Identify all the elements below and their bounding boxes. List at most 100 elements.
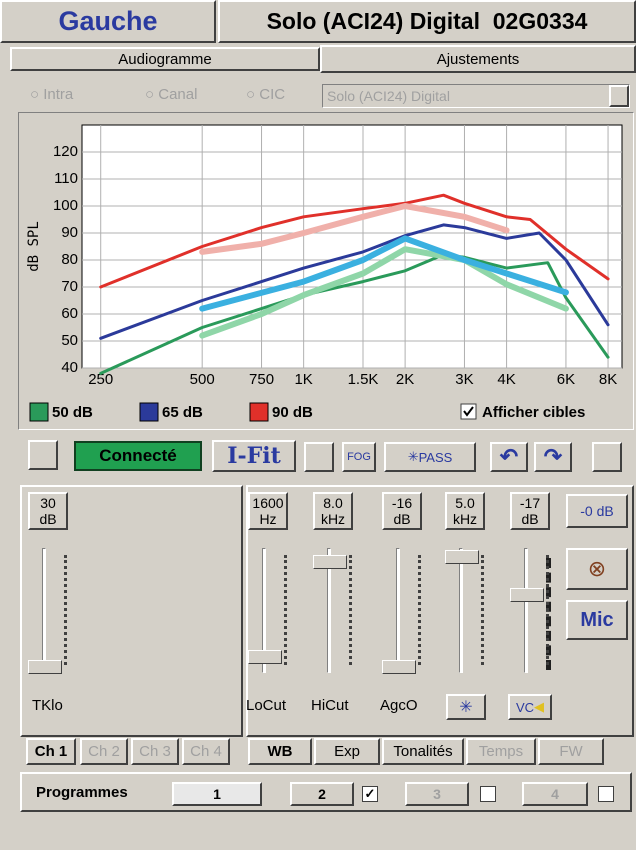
exp-button[interactable] [592, 442, 622, 472]
program-button[interactable]: 2 [290, 782, 354, 806]
y-axis-label: dB SPL [26, 221, 42, 272]
value-box: 30 dB [28, 492, 68, 530]
program-button[interactable]: 3 [405, 782, 469, 806]
group-tab-active[interactable]: WB [248, 738, 312, 765]
slider-ticks [349, 555, 352, 665]
group-tab[interactable]: Exp [314, 738, 380, 765]
pass-button[interactable]: ✳ PASS [384, 442, 476, 472]
slider-ticks [546, 555, 549, 665]
target-line [199, 235, 569, 312]
value-box: 1600 Hz [248, 492, 288, 530]
value: 1600 [252, 495, 284, 511]
y-tick-label: 110 [54, 170, 78, 187]
channel-tab[interactable]: Ch 3 [131, 738, 179, 765]
value: -17 [519, 495, 541, 511]
group-tab[interactable]: Tonalités [382, 738, 464, 765]
legend-label: 50 dB [52, 404, 93, 421]
status-button[interactable]: Connecté [74, 441, 202, 471]
slider-label: TKlo [32, 697, 63, 714]
unit: dB [521, 511, 539, 527]
target-line [199, 203, 510, 255]
redo-button[interactable]: ↷ [534, 442, 572, 472]
legend-label: 90 dB [272, 404, 313, 421]
program-button[interactable]: 4 [522, 782, 588, 806]
unit: dB [39, 511, 57, 527]
x-tick-label: 1K [294, 371, 312, 388]
group-tab[interactable]: Temps [466, 738, 536, 765]
tab-active[interactable]: Ajustements [320, 45, 636, 73]
slider-ticks [418, 555, 421, 665]
group-tab[interactable]: FW [538, 738, 604, 765]
vc-button[interactable]: VC ◀ [508, 694, 552, 720]
model-select[interactable]: Solo (ACI24) Digital [322, 84, 630, 108]
slider-track [42, 548, 46, 673]
checkmark [463, 406, 474, 417]
slider-track [262, 548, 266, 673]
legend-label: 65 dB [162, 404, 203, 421]
slider-thumb[interactable] [28, 660, 62, 674]
mute-button[interactable] [28, 440, 58, 470]
unit: kHz [452, 511, 478, 527]
radio-label: Canal [158, 86, 198, 103]
legend-toggle-label: Afficher cibles [482, 404, 585, 421]
channel-tab[interactable]: Ch 2 [80, 738, 128, 765]
slider-thumb[interactable] [313, 555, 347, 569]
program-button[interactable]: 1 [172, 782, 262, 806]
pass-label: PASS [418, 449, 453, 465]
slider-ticks [284, 555, 287, 665]
dropdown-button[interactable] [609, 85, 629, 107]
x-tick-label: 250 [88, 371, 113, 388]
vc-label: VC [515, 699, 535, 715]
x-tick-label: 6K [557, 371, 575, 388]
program-checkbox[interactable] [598, 786, 614, 802]
fog-button[interactable]: FOG [342, 442, 376, 472]
legend-swatch [249, 402, 269, 422]
slider-track [396, 548, 400, 673]
response-line [99, 223, 610, 340]
y-tick-label: 60 [61, 305, 78, 322]
radio[interactable]: ○ Intra [30, 86, 74, 103]
slider-thumb[interactable] [510, 588, 544, 602]
slider-track [524, 548, 528, 673]
copy-button[interactable] [304, 442, 334, 472]
slider-label: AgcO [380, 697, 418, 714]
mic-button[interactable]: Mic [566, 600, 628, 640]
program-checkbox[interactable] [480, 786, 496, 802]
radio-label: Intra [43, 86, 74, 103]
radio[interactable]: ○ CIC [246, 86, 286, 103]
value-box: -16 dB [382, 492, 422, 530]
value-box: 5.0 kHz [445, 492, 485, 530]
channel-tab-active[interactable]: Ch 1 [26, 738, 76, 765]
legend-toggle[interactable]: Afficher cibles [460, 403, 585, 421]
slider-thumb[interactable] [445, 550, 479, 564]
tab[interactable]: Audiogramme [10, 47, 320, 71]
x-tick-label: 3K [455, 371, 473, 388]
y-tick-label: 40 [61, 359, 78, 376]
legend-swatch [139, 402, 159, 422]
device-title: Solo (ACI24) Digital 02G0334 [218, 0, 636, 43]
y-tick-label: 80 [61, 251, 78, 268]
slider-thumb[interactable] [248, 650, 282, 664]
unit: dB [393, 511, 411, 527]
tone-button[interactable]: ⊗ [566, 548, 628, 590]
effect-button[interactable]: ✳ [446, 694, 486, 720]
y-tick-label: 50 [61, 332, 78, 349]
slider-thumb[interactable] [382, 660, 416, 674]
response-line [99, 253, 610, 375]
radio-label: CIC [259, 86, 286, 103]
value: 8.0 [323, 495, 343, 511]
undo-button[interactable]: ↶ [490, 442, 528, 472]
ifit-button[interactable]: I-Fit [212, 440, 296, 472]
program-checkbox[interactable]: ✓ [362, 786, 378, 802]
slider-label: HiCut [311, 697, 349, 714]
radio[interactable]: ○ Canal [145, 86, 198, 103]
value: -16 [391, 495, 413, 511]
value: 5.0 [455, 495, 475, 511]
channel-tab[interactable]: Ch 4 [182, 738, 230, 765]
volume-button[interactable]: -0 dB [566, 494, 628, 528]
slider-ticks [64, 555, 67, 665]
x-tick-label: 1.5K [348, 371, 379, 388]
value: 30 [40, 495, 56, 511]
x-tick-label: 750 [249, 371, 274, 388]
